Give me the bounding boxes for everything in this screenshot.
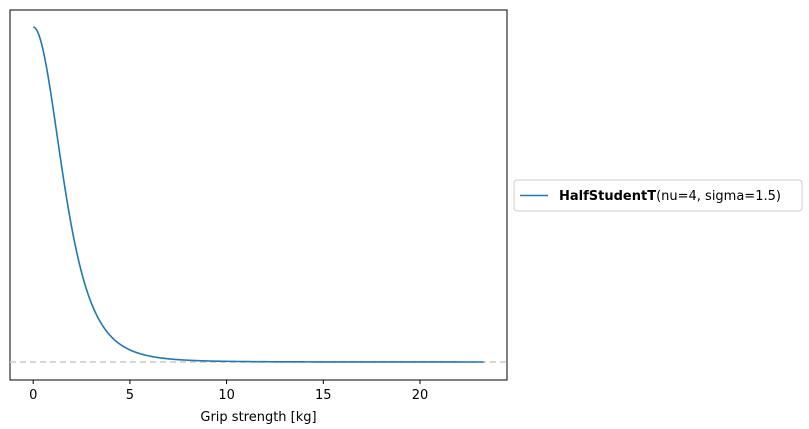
x-tick-label: 10 xyxy=(218,388,235,403)
x-axis-label: Grip strength [kg] xyxy=(200,410,316,425)
x-tick-label: 0 xyxy=(29,388,37,403)
series-line xyxy=(32,26,484,363)
legend: HalfStudentT(nu=4, sigma=1.5) xyxy=(513,179,803,212)
x-tick-label: 5 xyxy=(126,388,134,403)
x-axis: 0 5 10 15 20 xyxy=(29,380,428,403)
legend-box xyxy=(513,179,803,212)
legend-entry: HalfStudentT(nu=4, sigma=1.5) xyxy=(559,189,781,204)
plot-frame xyxy=(9,9,508,381)
legend-entry-name: HalfStudentT xyxy=(559,189,656,204)
legend-entry-params: (nu=4, sigma=1.5) xyxy=(656,189,781,204)
x-tick-label: 20 xyxy=(412,388,429,403)
x-tick-label: 15 xyxy=(315,388,332,403)
